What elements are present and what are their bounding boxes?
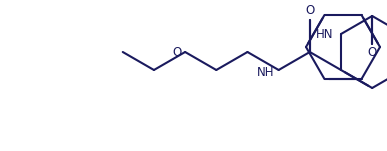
Text: O: O [368, 47, 377, 59]
Text: NH: NH [257, 66, 275, 79]
Text: O: O [305, 4, 315, 17]
Text: O: O [173, 45, 182, 58]
Text: HN: HN [315, 27, 333, 40]
